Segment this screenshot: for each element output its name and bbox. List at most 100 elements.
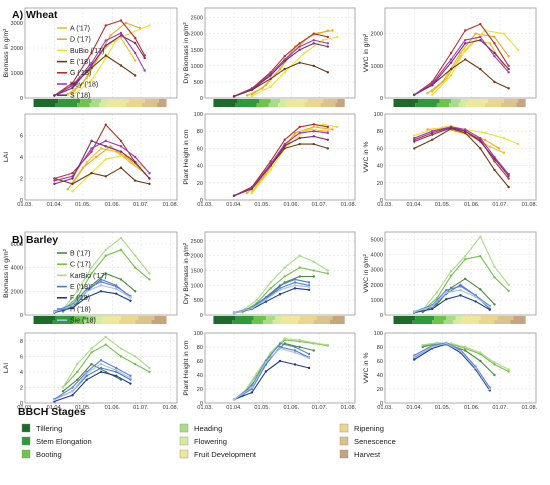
data-point-p3-4-1 [71,171,74,175]
series-line-p11-4 [414,343,491,391]
bbch-segment-1-1-1 [235,103,257,107]
data-point-p5-5-4 [479,136,482,140]
xtick-label-barley-2-5: 01.08. [522,405,538,411]
data-point-p4-6-0 [232,194,236,197]
data-point-p3-6-4 [119,150,123,153]
ylabel-p1: Dry Biomass in g/m² [183,22,190,84]
data-point-p9-5-5 [129,374,132,377]
data-point-p9-2-0 [61,386,65,389]
data-point-p8-0-4 [479,288,482,291]
xtick-label-wheat-2-2: 01.05. [435,202,451,208]
data-point-p10-5-4 [293,345,297,349]
xtick-label-barley-1-1: 01.04. [226,405,242,411]
data-point-p8-4-2 [445,297,448,301]
data-point-p10-6-1 [250,386,254,389]
data-point-p9-0-2 [90,362,93,366]
bbch-segment-0-2-0 [393,99,419,103]
ytick-label-p9-3: 6 [20,354,23,360]
xtick-label-barley-2-4: 01.07. [492,405,508,411]
bbch-segment-2-0-4 [96,316,103,320]
data-point-p2-5-3 [464,38,467,42]
data-point-p1-1-2 [278,67,282,71]
ytick-label-p2-0: 0 [380,96,383,102]
legend-wheat: A ('17) D ('17) BuBio ('17) E ('18) G ('18) H… [57,25,104,100]
data-point-p10-6-5 [307,357,311,360]
data-point-p2-6-6 [507,67,510,71]
data-point-p6-0-3 [104,272,107,275]
data-point-p3-1-3 [109,145,112,148]
data-point-p5-4-0 [413,138,416,141]
bbch-segment-1-1-0 [213,103,235,107]
data-point-p7-1-5 [312,269,315,272]
series-line-p4-4 [233,123,328,197]
series-line-p1-0 [251,29,328,96]
data-point-p3-5-4 [119,145,123,148]
series-line-p2-1 [427,33,510,94]
data-point-p9-4-1 [71,394,74,397]
data-point-p0-1-3 [109,34,112,37]
xtick-label-wheat-0-1: 01.04. [47,202,63,208]
data-point-p5-0-5 [502,151,506,154]
ytick-label-p1-3: 1500 [191,48,203,54]
series-line-p11-6 [414,342,491,390]
ytick-label-p9-1: 2 [20,385,23,391]
xtick-label-wheat-1-4: 01.07. [312,202,328,208]
series-line-p2-6 [414,39,510,96]
data-point-p1-4-5 [312,32,315,35]
ytick-label-p3-0: 0 [20,198,23,204]
xtick-label-barley-2-1: 01.04. [406,405,422,411]
ytick-label-p0-3: 3000 [11,21,23,27]
ytick-label-p8-2: 2000 [371,283,383,289]
bbch-segment-3-1-5 [280,320,298,324]
data-point-p2-2-1 [449,74,453,77]
data-point-p1-5-5 [312,38,315,42]
data-point-p1-2-4 [321,38,325,42]
data-point-p7-2-6 [326,269,330,272]
panel-frame-p4 [204,113,356,201]
data-point-p9-2-5 [134,355,137,358]
data-point-p0-2-0 [71,94,74,97]
data-point-p0-6-3 [104,44,107,47]
bbch-segment-2-0-1 [55,316,75,320]
data-point-p3-2-2 [104,157,107,161]
data-point-p6-1-3 [104,254,107,257]
data-point-p6-1-4 [119,248,123,251]
data-point-p5-2-0 [413,134,416,137]
data-point-p7-4-3 [278,293,282,296]
ytick-label-p11-2: 40 [377,373,383,379]
ytick-label-p5-3: 60 [377,146,383,152]
data-point-p0-2-3 [115,39,118,42]
xtick-label-barley-0-1: 01.04. [47,405,63,411]
bbch-segment-2-0-5 [102,316,121,320]
data-point-p3-6-3 [104,145,107,148]
data-point-p11-0-3 [464,349,467,352]
data-point-p3-0-2 [99,147,103,150]
bbch-segment-3-1-2 [251,320,264,324]
data-point-p9-1-6 [148,370,151,374]
series-line-p6-5 [54,281,131,312]
data-point-p10-2-2 [269,351,272,354]
data-point-p0-4-1 [71,81,74,85]
data-point-p5-6-5 [493,157,496,160]
data-point-p8-1-4 [479,254,482,258]
data-point-p8-2-3 [464,254,467,258]
bbch-legend-label-7: Senescence [354,437,396,446]
data-point-p7-2-3 [283,266,286,269]
data-point-p11-6-1 [430,345,434,349]
data-point-p3-1-4 [124,155,127,159]
data-point-p10-3-4 [293,349,297,352]
data-point-p6-1-5 [134,266,137,269]
data-point-p8-2-1 [435,291,439,294]
section-title-wheat: A) Wheat [12,9,58,21]
bbch-segment-2-2-3 [446,316,456,320]
bbch-segment-3-0-1 [52,320,73,324]
data-point-p4-3-6 [326,147,330,150]
data-point-p9-6-0 [53,398,56,402]
panel-frame-p6 [24,231,178,316]
data-point-p8-6-2 [445,291,448,294]
bbch-legend-label-1: Stem Elongation [36,437,92,446]
data-point-p3-4-2 [90,150,93,153]
bbch-segment-2-2-8 [513,316,526,320]
bbch-segment-2-2-4 [455,316,463,320]
data-point-p7-6-2 [264,298,268,301]
